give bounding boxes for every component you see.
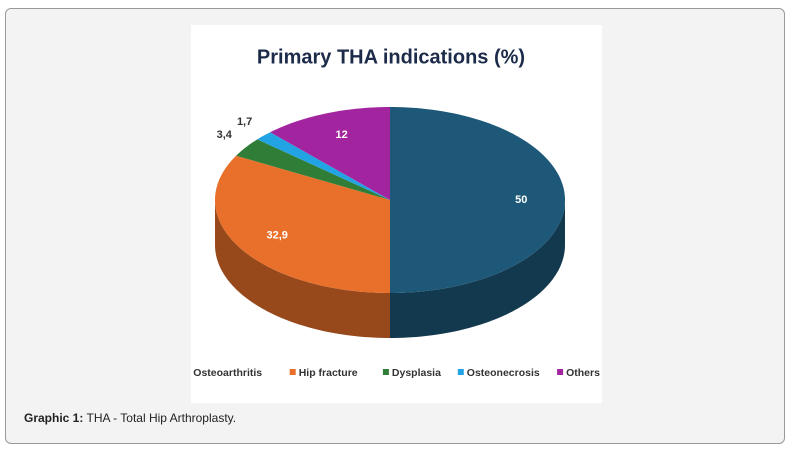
chart: Primary THA indications (%) 50 32,9 3,4 1,7…	[191, 25, 602, 403]
legend-swatch	[557, 369, 564, 375]
pie-slice	[215, 155, 390, 338]
slice-side	[215, 200, 390, 338]
legend-swatch	[457, 369, 464, 375]
caption-label: Graphic 1:	[24, 411, 84, 425]
data-label: 32,9	[267, 230, 288, 242]
legend-label: Others	[566, 367, 600, 379]
slice-side	[390, 200, 565, 338]
chart-title: Primary THA indications (%)	[257, 46, 525, 68]
caption-text: THA - Total Hip Arthroplasty.	[86, 411, 237, 425]
pie-slice	[236, 139, 390, 200]
legend-label: Dysplasia	[392, 367, 441, 379]
pie-slice	[390, 107, 565, 338]
pie-slice	[257, 132, 390, 200]
data-label: 12	[336, 129, 348, 141]
slice-top	[390, 107, 565, 293]
legend-swatch	[289, 369, 296, 375]
slice-top	[257, 132, 390, 200]
legend-label: Osteoarthritis	[193, 367, 262, 379]
pie-slice	[270, 107, 390, 200]
slice-top	[236, 139, 390, 200]
slice-top	[215, 155, 390, 293]
caption: Graphic 1: THA - Total Hip Arthroplasty.	[24, 411, 236, 425]
slice-top	[270, 107, 390, 200]
data-label: 1,7	[237, 116, 252, 128]
data-label: 3,4	[217, 129, 233, 141]
legend-swatch	[382, 369, 389, 375]
data-label: 50	[515, 194, 527, 206]
legend-label: Osteonecrosis	[467, 367, 540, 379]
legend-label: Hip fracture	[299, 367, 358, 379]
